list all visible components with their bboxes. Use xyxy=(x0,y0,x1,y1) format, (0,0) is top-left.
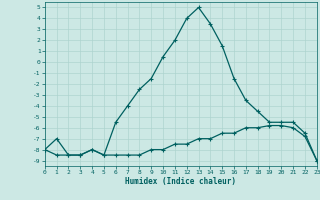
X-axis label: Humidex (Indice chaleur): Humidex (Indice chaleur) xyxy=(125,177,236,186)
